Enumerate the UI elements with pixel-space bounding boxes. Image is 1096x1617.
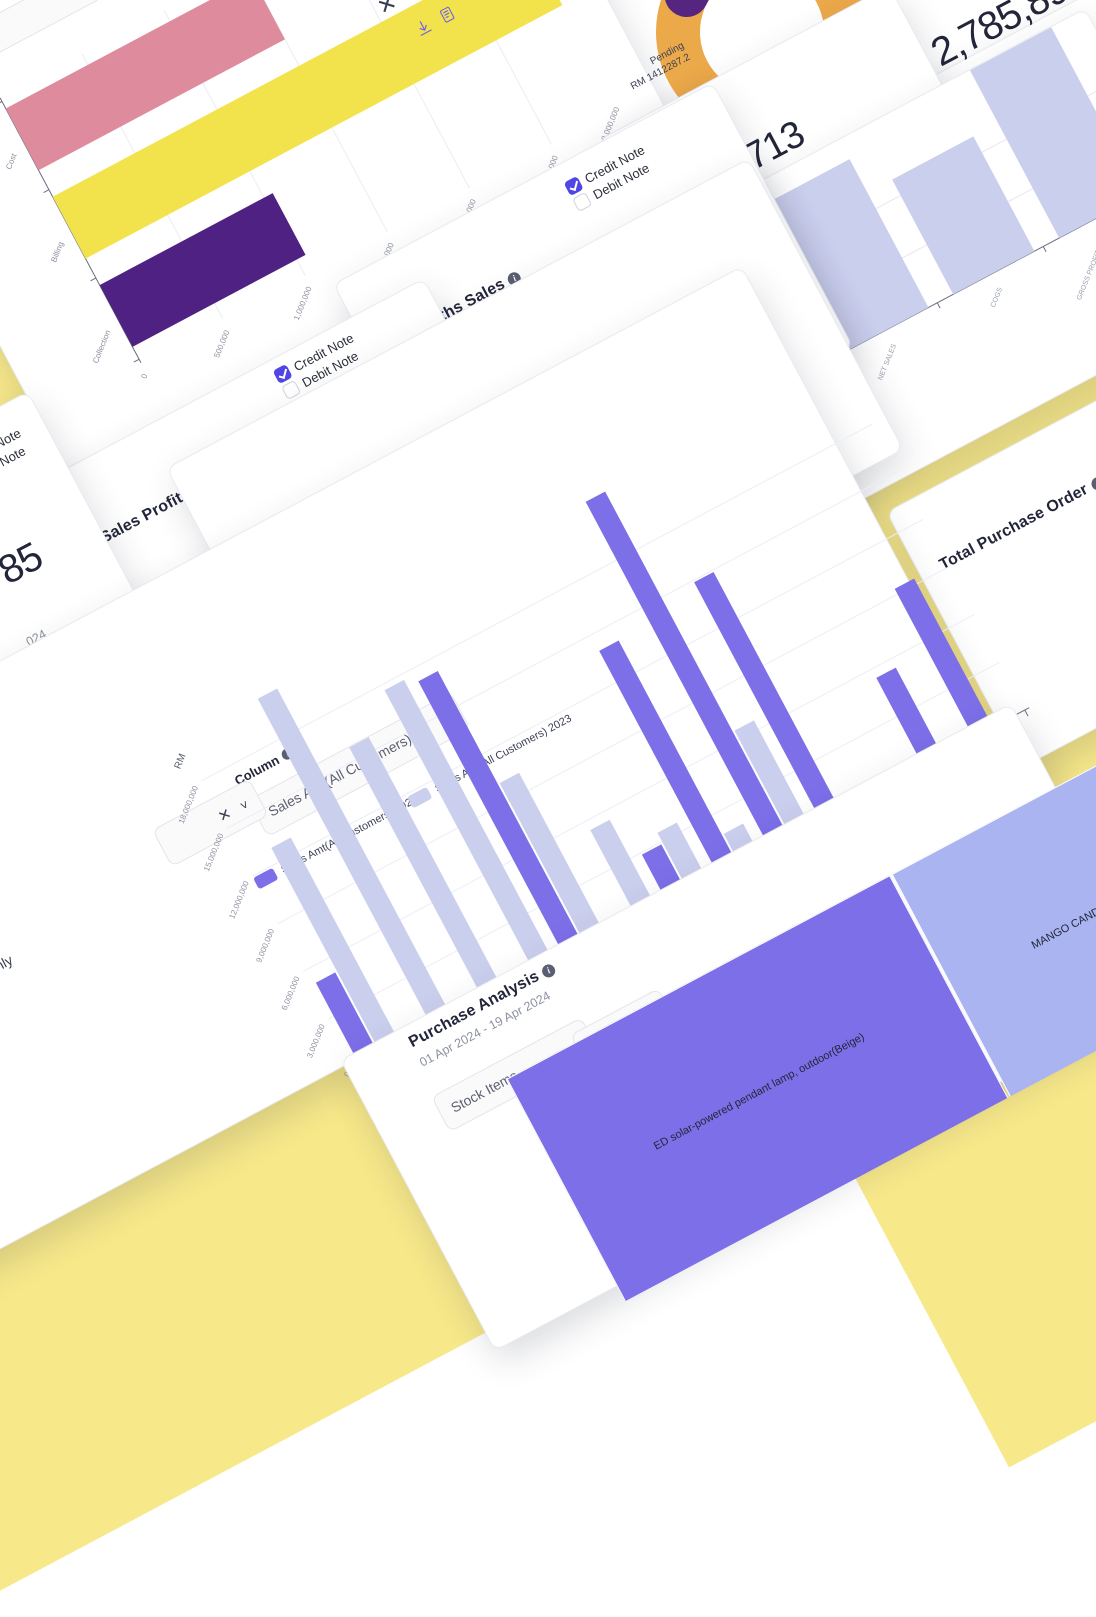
svg-text:9,000,000: 9,000,000 [254, 927, 276, 964]
sales-profit-title: Sales Profit [97, 489, 186, 547]
checkbox-debit-note[interactable] [571, 191, 593, 213]
treemap-label-1: MANGO CANDY [1029, 902, 1096, 952]
project-summary-toolbar [411, 3, 461, 44]
svg-text:COGS: COGS [990, 286, 1004, 308]
gross-profit-loss-card: oss i Apr 2024 NET SALES COGS GROSS PROF… [626, 7, 1096, 544]
monthly-sales-chart: 0 3,000,000 6,000,000 9,000,000 12,000,0… [100, 337, 1096, 1175]
left-partial-value: 85 [0, 534, 50, 594]
svg-text:Cost: Cost [4, 151, 19, 170]
treemap-label-0: ED solar-powered pendant lamp, outdoor(B… [651, 1030, 867, 1153]
svg-text:Billing: Billing [49, 240, 65, 263]
svg-text:18,000,000: 18,000,000 [177, 784, 201, 825]
svg-text:RM: RM [173, 752, 189, 771]
svg-text:6,000,000: 6,000,000 [280, 975, 302, 1012]
svg-text:3,000,000: 3,000,000 [305, 1022, 327, 1059]
checkbox-row-debit-note[interactable]: Debit Note [0, 441, 32, 495]
svg-text:500,000: 500,000 [212, 328, 231, 359]
svg-text:1,000,000: 1,000,000 [292, 285, 314, 322]
document-icon[interactable] [436, 3, 461, 31]
checkbox-label-debit-note: Debit Note [0, 443, 29, 485]
svg-text:15,000,000: 15,000,000 [202, 832, 226, 873]
svg-text:GROSS PROFIT/LOSS: GROSS PROFIT/LOSS [1076, 230, 1096, 301]
svg-text:12,000,000: 12,000,000 [227, 879, 251, 920]
info-icon[interactable]: i [1088, 474, 1096, 493]
left-partial-checkbox-group: Credit Note Debit Note [0, 425, 33, 498]
twelve-months-sales-checkbox-group: Credit Note Debit Note [563, 142, 657, 215]
gross-profit-loss-chart: NET SALES COGS GROSS PROFIT/LOSS [768, 27, 1096, 381]
svg-text:0: 0 [139, 372, 149, 380]
download-icon[interactable] [411, 15, 438, 44]
svg-text:Collection: Collection [91, 329, 113, 365]
